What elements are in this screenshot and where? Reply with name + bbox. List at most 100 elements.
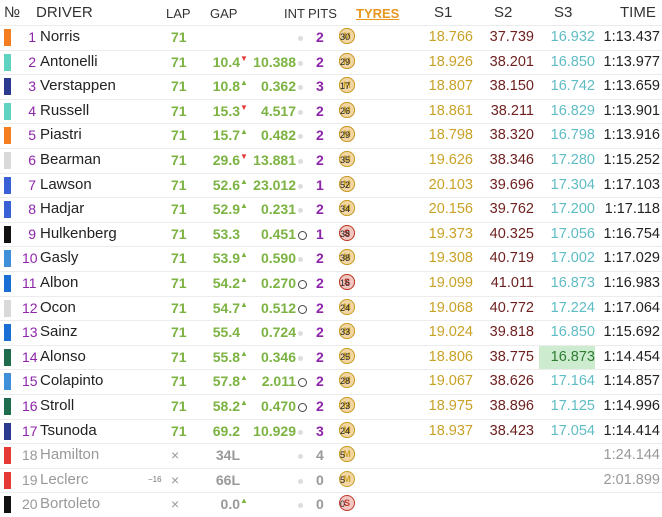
drs-ring-icon — [298, 279, 307, 289]
driver-name[interactable]: Gasly — [40, 249, 79, 267]
position: 5 — [28, 127, 36, 144]
driver-name[interactable]: Bearman — [40, 150, 101, 168]
header-gap[interactable]: GAP — [210, 6, 238, 21]
driver-name[interactable]: Tsunoda — [40, 421, 97, 439]
table-row[interactable]: 4Russell7115.3▼4.5172MSM2618.86138.21116… — [0, 98, 662, 124]
lap-time: 1:14.857 — [603, 373, 660, 390]
table-row[interactable]: 16Stroll7158.2▲0.4702SMM2318.97538.89617… — [0, 393, 662, 419]
driver-name[interactable]: Antonelli — [40, 52, 98, 70]
driver-name[interactable]: Albon — [40, 273, 79, 291]
header-lap[interactable]: LAP — [166, 6, 191, 21]
header-s3[interactable]: S3 — [554, 4, 573, 21]
sector-1-time: 18.766 — [428, 29, 473, 45]
header-s2[interactable]: S2 — [494, 4, 513, 21]
arrow-up-icon: ▲ — [240, 78, 248, 88]
tyre-laps: 30 — [340, 32, 351, 42]
table-row[interactable]: 19 Leclerc −16 × 66L 0 M 5 2:01.899 — [0, 467, 662, 493]
table-row[interactable]: 7Lawson7152.6▲23.0121SM5220.10339.69617.… — [0, 172, 662, 198]
table-row[interactable]: 13Sainz7155.40.7242SMM3319.02439.81816.8… — [0, 320, 662, 345]
driver-name[interactable]: Lawson — [40, 175, 92, 193]
interval-value: 0.270 — [260, 274, 296, 291]
table-header: № DRIVER LAP GAP INT PITS TYRES S1 S2 S3… — [0, 0, 662, 25]
lap-time: 1:17.118 — [604, 201, 660, 218]
table-row[interactable]: 8Hadjar7152.9▲0.2312SMM3420.15639.76217.… — [0, 197, 662, 222]
driver-name[interactable]: Leclerc — [40, 470, 89, 488]
gap-value: 52.6 — [212, 176, 240, 193]
table-row[interactable]: 9Hulkenberg7153.30.4511MS3819.37340.3251… — [0, 221, 662, 247]
header-pits[interactable]: PITS — [308, 6, 337, 21]
driver-name[interactable]: Norris — [40, 28, 80, 45]
team-color-bar — [4, 447, 11, 465]
driver-name[interactable]: Bortoleto — [40, 495, 101, 513]
tyre-compound-icon: M — [339, 446, 355, 463]
position: 17 — [22, 422, 38, 439]
driver-name[interactable]: Piastri — [40, 126, 82, 144]
sector-1-time: 18.807 — [428, 78, 473, 95]
team-color-bar — [4, 53, 11, 71]
driver-name[interactable]: Russell — [40, 101, 90, 119]
table-row[interactable]: 17Tsunoda7169.210.9293HMMM2418.93738.423… — [0, 418, 662, 444]
tyre-compound-icon: S — [339, 273, 355, 290]
table-body: 1Norris712MSM3018.76637.73916.9321:13.43… — [0, 25, 662, 517]
tyre-laps: 29 — [340, 130, 351, 141]
driver-name[interactable]: Stroll — [40, 396, 75, 414]
interval-value: 0.482 — [260, 127, 296, 144]
interval-value: 0.231 — [260, 201, 296, 218]
tyre-compound-icon: M — [339, 249, 355, 266]
header-int[interactable]: INT — [284, 6, 305, 21]
team-color-bar — [4, 225, 11, 243]
table-row[interactable]: 5Piastri7115.7▲0.4822MSM2918.79838.32016… — [0, 123, 662, 148]
gap-value: 15.3 — [212, 102, 240, 119]
arrow-down-icon: ▼ — [240, 53, 248, 63]
driver-name[interactable]: Verstappen — [40, 77, 116, 95]
sector-1-time: 19.099 — [428, 274, 473, 291]
driver-name[interactable]: Alonso — [40, 347, 86, 365]
sector-1-time: 18.937 — [428, 422, 473, 439]
header-time[interactable]: TIME — [620, 4, 656, 21]
driver-name[interactable]: Hamilton — [40, 446, 100, 464]
header-s1[interactable]: S1 — [434, 4, 453, 21]
lap-time: 1:17.103 — [603, 176, 660, 193]
driver-name[interactable]: Colapinto — [40, 372, 104, 390]
position: 11 — [22, 274, 37, 291]
table-row[interactable]: 20 Bortoleto × 0.0 ▲ 0 S 0 — [0, 492, 662, 517]
lap-count: 71 — [171, 53, 187, 70]
table-row[interactable]: 15Colapinto7157.8▲2.0112HMM2819.06738.62… — [0, 369, 662, 394]
gap-value: 53.3 — [212, 225, 240, 242]
header-tyres[interactable]: TYRES — [356, 6, 400, 21]
driver-name[interactable]: Ocon — [40, 298, 76, 316]
status-dot-icon — [298, 109, 303, 115]
drs-ring-icon — [298, 402, 307, 412]
status-dot-icon — [298, 208, 303, 214]
table-row[interactable]: 12Ocon7154.7▲0.5122HMM2419.06840.77217.2… — [0, 295, 662, 321]
table-row[interactable]: 2Antonelli7110.4▼10.3882MSM2918.92638.20… — [0, 49, 662, 75]
position: 20 — [22, 496, 38, 513]
lap-count: 71 — [171, 422, 187, 439]
sector-3-time: 17.125 — [550, 397, 595, 414]
pit-count: 2 — [316, 324, 324, 341]
sector-3-time: 16.873 — [539, 345, 595, 369]
table-row[interactable]: 14Alonso7155.8▲0.3462HMM2518.80638.77516… — [0, 344, 662, 370]
lap-count: × — [171, 496, 180, 513]
driver-name[interactable]: Hulkenberg — [40, 224, 117, 242]
team-color-bar — [4, 373, 11, 391]
tyre-laps: 17 — [340, 81, 351, 92]
tyre-compound-icon: M — [339, 347, 355, 364]
table-row[interactable]: 11Albon7154.2▲0.2702SMS1619.09941.01116.… — [0, 270, 662, 296]
table-row[interactable]: 6Bearman7129.6▼13.8812SMM3519.62638.3461… — [0, 147, 662, 173]
table-row[interactable]: 3Verstappen7110.8▲0.3623HSMM1718.80738.1… — [0, 74, 662, 99]
position: 15 — [22, 373, 38, 390]
table-row[interactable]: 1Norris712MSM3018.76637.73916.9321:13.43… — [0, 25, 662, 50]
header-driver[interactable]: DRIVER — [36, 4, 93, 21]
driver-name[interactable]: Hadjar — [40, 200, 85, 218]
driver-name[interactable]: Sainz — [40, 323, 78, 341]
gap-value: 55.4 — [212, 324, 240, 341]
drs-ring-icon — [298, 230, 307, 240]
sector-2-time: 39.818 — [489, 324, 534, 341]
status-dot-icon — [298, 85, 303, 91]
table-row[interactable]: 10Gasly7153.9▲0.5902SMM3819.30840.71917.… — [0, 246, 662, 271]
team-color-bar — [4, 29, 11, 46]
sector-3-time: 16.850 — [550, 53, 595, 70]
tyre-laps: 0 — [340, 499, 346, 510]
